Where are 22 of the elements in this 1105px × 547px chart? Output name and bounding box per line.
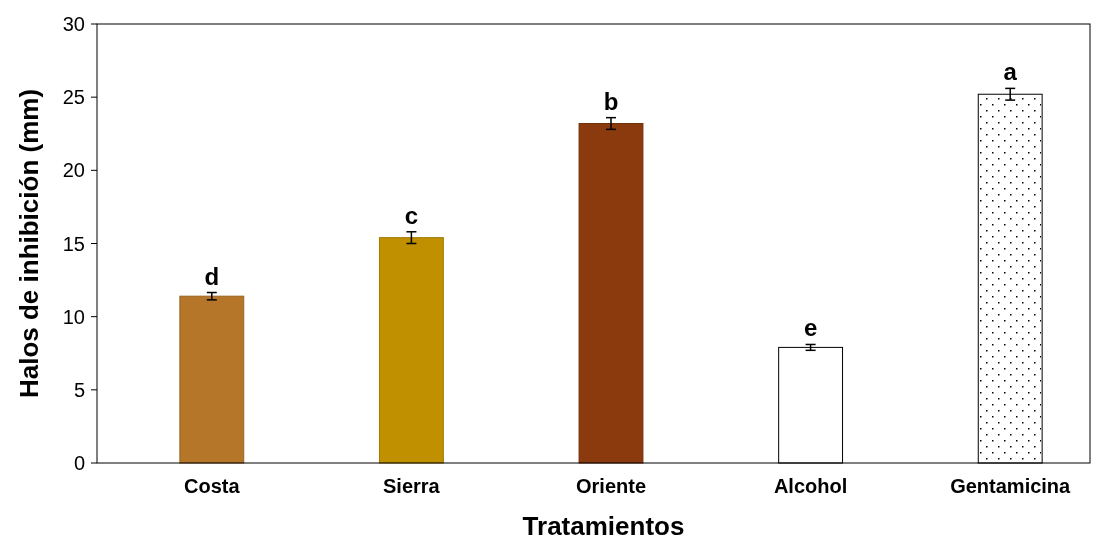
y-tick-label: 30: [62, 13, 85, 35]
y-tick-label: 10: [62, 305, 85, 328]
annotation: a: [1003, 58, 1018, 86]
y-tick-label: 15: [62, 232, 85, 255]
bar: [578, 123, 644, 464]
y-tick-label: 20: [62, 159, 85, 182]
y-axis-title: Halos de inhibición (mm): [14, 88, 44, 399]
bar: [378, 237, 444, 464]
annotation: c: [404, 201, 419, 229]
bar: [179, 295, 245, 464]
y-tick-label: 25: [62, 86, 85, 109]
y-tick-label: 0: [73, 452, 85, 474]
x-tick-label: Sierra: [383, 475, 441, 497]
x-tick-label: Alcohol: [773, 475, 848, 497]
x-tick-label: Oriente: [575, 475, 647, 497]
x-tick-label: Gentamicina: [950, 475, 1072, 497]
annotation: b: [603, 87, 619, 115]
annotation: d: [204, 262, 220, 290]
x-tick-label: Costa: [184, 475, 241, 497]
annotation: e: [803, 314, 818, 342]
x-axis-title: Tratamientos: [522, 511, 685, 541]
y-tick-label: 5: [73, 378, 85, 401]
